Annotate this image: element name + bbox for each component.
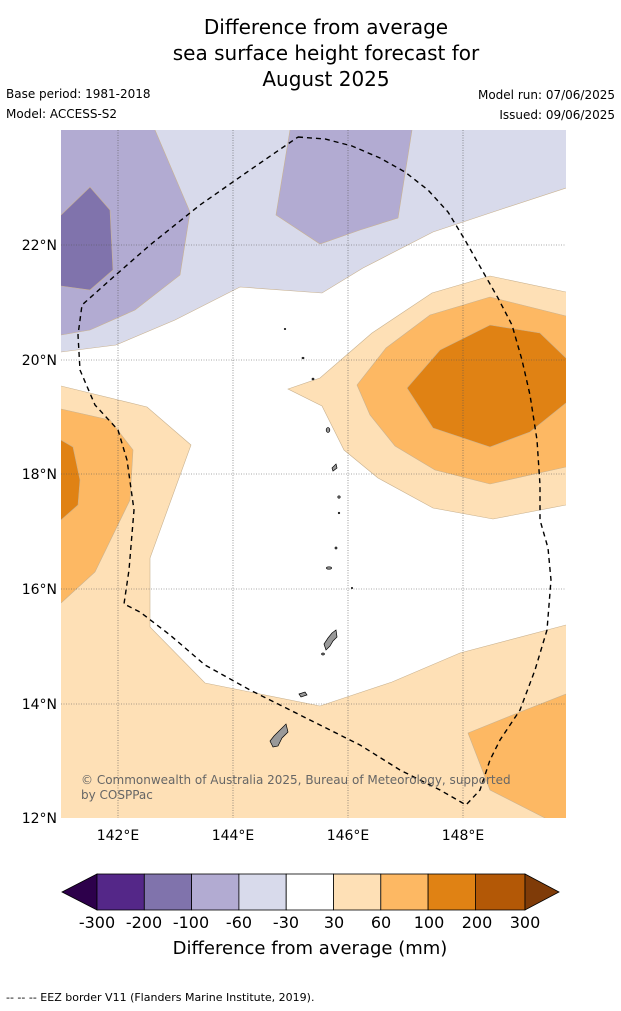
colorbar-tick-label: 300 [510,913,541,932]
colorbar-tick-label: 30 [324,913,344,932]
island-aguijan [321,652,325,656]
colorbar-segment [474,873,526,911]
lat-label: 20°N [22,353,57,369]
model-text: Model: ACCESS-S2 [6,107,118,121]
colorbar-tick-label: -300 [79,913,115,932]
copyright-line-2: by COSPPac [81,788,153,802]
contour-fill-neg60-north [276,130,412,244]
contour-fill-neg30 [61,130,566,352]
gridlines [61,130,566,818]
lon-labels: 142°E 144°E 146°E 148°E [97,828,485,844]
contour-lines [61,130,566,818]
base-period-text: Base period: 1981-2018 [6,87,151,101]
colorbar-segment [143,873,193,911]
model-run-text: Model run: 07/06/2025 [477,88,615,102]
map-area: © Commonwealth of Australia 2025, Bureau… [61,130,566,818]
colorbar-segment [427,873,476,911]
island-asuncion [311,377,315,381]
colorbar-extend-high [524,873,560,911]
colorbar-extend-low [61,873,98,911]
lat-labels: 22°N 20°N 18°N 16°N 14°N 12°N [22,238,57,827]
colorbar-tick-label: -30 [273,913,299,932]
islands [269,327,354,748]
island-sarigan [334,546,338,550]
island-rota [298,691,308,698]
island-guguan [337,511,341,515]
eez-border [77,136,552,806]
colorbar-tick-label: 200 [462,913,493,932]
colorbar-segment [285,873,334,911]
lat-label: 12°N [22,811,57,827]
contour-fill-pos60-se [468,694,566,818]
colorbar-segment [380,873,429,911]
contour-fill-pos60-west [61,409,133,603]
title-line-1: Difference from average [203,15,449,39]
colorbar-segment [191,873,240,911]
island-agrihan [325,427,331,433]
island-small-east [350,586,354,590]
colorbar-segment [333,873,382,911]
chart-title: Difference from average sea surface heig… [0,14,621,92]
colorbar-segment [96,873,145,911]
lon-label: 142°E [97,828,140,844]
colorbar-tick-label: 100 [414,913,445,932]
colorbar-ticks: -300 -200 -100 -60 -30 30 60 100 200 300 [79,913,540,932]
eez-footnote: -- -- -- EEZ border V11 (Flanders Marine… [6,991,315,1004]
contour-fill-neg100 [61,187,113,290]
island-pagan [331,463,338,472]
lon-label: 148°E [442,828,485,844]
lat-label: 14°N [22,697,57,713]
colorbar-tick-label: -200 [126,913,162,932]
contour-fill-pos100-ne [407,325,566,447]
colorbar-tick-label: -60 [226,913,252,932]
colorbar-label: Difference from average (mm) [173,938,448,959]
issued-text: Issued: 09/06/2025 [499,108,615,122]
contour-fill-pos100-west [61,440,80,520]
lon-label: 144°E [212,828,255,844]
island-farallon [283,327,287,331]
colorbar-tick-label: -100 [173,913,209,932]
copyright-notice: © Commonwealth of Australia 2025, Bureau… [81,773,511,802]
colorbar [61,873,560,911]
title-line-3: August 2025 [262,67,390,91]
lat-label: 16°N [22,582,57,598]
title-line-2: sea surface height forecast for [172,41,480,65]
lat-label: 18°N [22,467,57,483]
colorbar-tick-label: 60 [371,913,391,932]
contour-fill-pos30-west [61,386,566,818]
island-maug [301,356,305,360]
lat-label: 22°N [22,238,57,254]
island-alamagan [337,495,341,499]
island-guam [269,723,289,748]
island-tinian-saipan [323,629,338,651]
island-anatahan [326,566,332,570]
copyright-line-1: © Commonwealth of Australia 2025, Bureau… [81,773,511,787]
colorbar-segment [238,873,287,911]
lon-label: 146°E [327,828,370,844]
